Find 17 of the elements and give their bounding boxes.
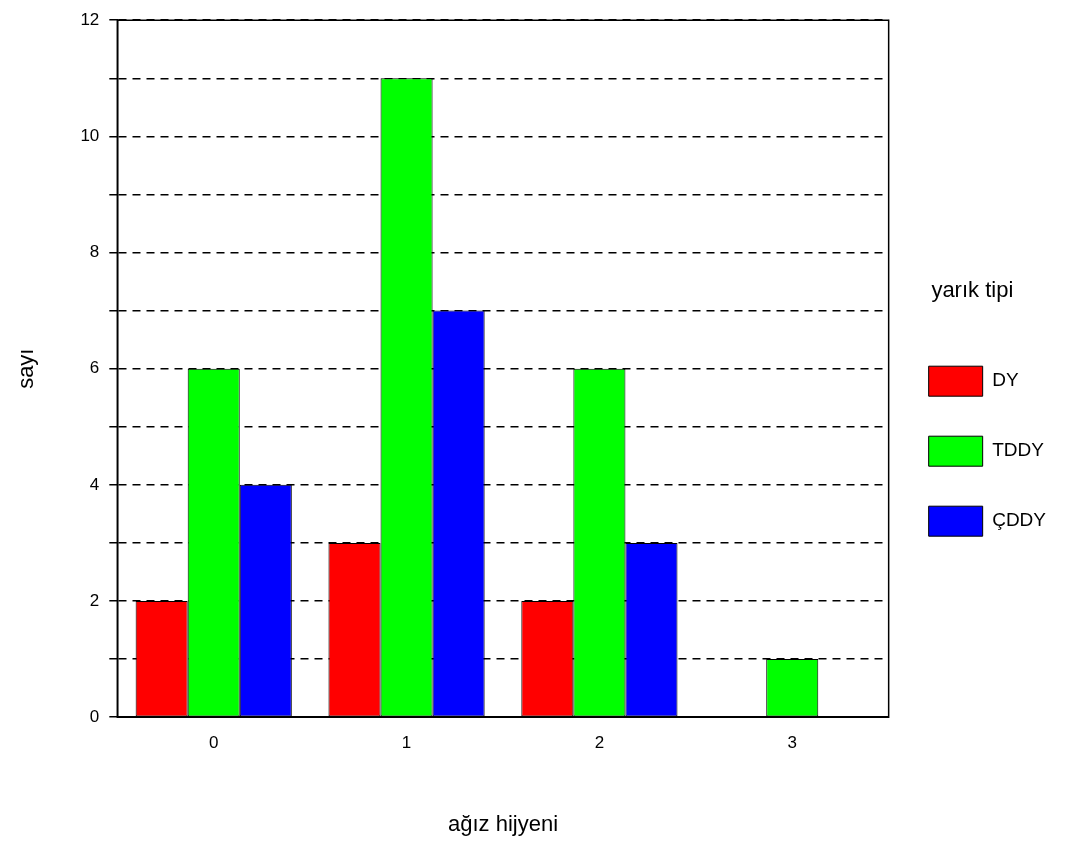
x-tick-label: 3 bbox=[787, 733, 797, 753]
x-tick-label: 2 bbox=[594, 733, 605, 753]
y-tick-label: 10 bbox=[80, 126, 100, 146]
y-tick-label: 2 bbox=[89, 590, 100, 610]
legend-label: TDDY bbox=[992, 439, 1045, 461]
x-tick-label: 0 bbox=[208, 733, 219, 753]
y-tick-label: 12 bbox=[80, 9, 100, 29]
y-tick-label: 4 bbox=[89, 474, 100, 494]
legend-title: yarık tipi bbox=[931, 276, 1014, 302]
y-tick-label: 8 bbox=[89, 242, 100, 262]
legend-label: ÇDDY bbox=[992, 509, 1047, 531]
x-axis-title: ağız hijyeni bbox=[447, 810, 559, 836]
x-tick-label: 1 bbox=[401, 733, 412, 753]
y-tick-label: 6 bbox=[89, 358, 100, 378]
legend-label: DY bbox=[992, 369, 1019, 391]
y-axis-title: sayı bbox=[13, 348, 39, 389]
y-tick-label: 0 bbox=[89, 706, 100, 726]
